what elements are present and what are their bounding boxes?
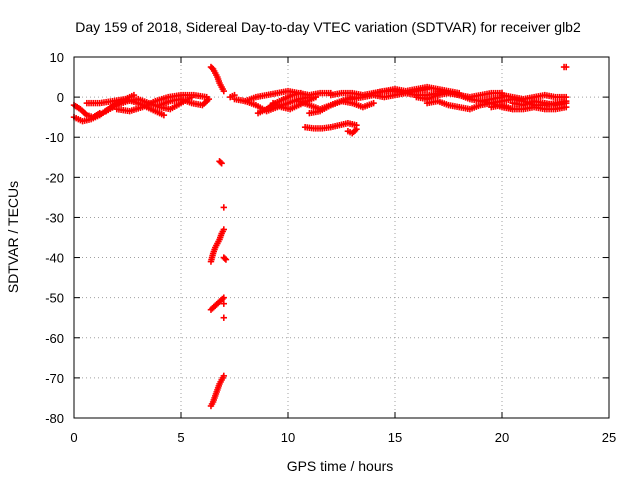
y-tick-label: -10 <box>45 130 64 145</box>
data-point <box>370 99 377 107</box>
data-point <box>563 63 570 71</box>
data-points <box>70 63 570 410</box>
x-tick-label: 10 <box>281 430 295 445</box>
y-tick-label: -30 <box>45 210 64 225</box>
x-tick-label: 5 <box>177 430 184 445</box>
data-point <box>312 93 320 101</box>
x-tick-label: 0 <box>70 430 77 445</box>
x-tick-label: 15 <box>388 430 402 445</box>
data-point <box>220 372 227 380</box>
data-point <box>221 255 229 262</box>
y-axis-label: SDTVAR / TECUs <box>5 181 21 293</box>
x-tick-label: 20 <box>495 430 509 445</box>
data-point <box>220 294 227 301</box>
data-point <box>220 300 227 307</box>
data-point <box>220 87 227 95</box>
plot-frame <box>73 56 610 419</box>
x-tick-label: 25 <box>602 430 616 445</box>
gridlines <box>74 57 609 418</box>
y-tick-label: 0 <box>57 90 64 105</box>
data-point <box>218 160 225 167</box>
data-point <box>563 99 570 107</box>
y-tick-label: 10 <box>50 50 64 65</box>
x-axis: 0 5 10 15 20 25 <box>70 57 616 445</box>
y-tick-label: -20 <box>45 170 64 185</box>
data-point <box>205 95 213 103</box>
data-point <box>220 314 227 321</box>
data-point <box>563 93 570 101</box>
y-tick-label: -50 <box>45 291 64 306</box>
y-tick-label: -60 <box>45 331 64 346</box>
data-point <box>220 204 227 211</box>
data-point <box>217 159 224 166</box>
y-axis: 10 0 -10 -20 -30 -40 -50 -60 -70 -80 <box>45 50 609 426</box>
data-point <box>220 226 227 233</box>
data-point <box>222 256 230 263</box>
data-point <box>160 111 168 119</box>
data-point <box>297 89 305 97</box>
y-tick-label: -40 <box>45 251 64 266</box>
x-axis-label: GPS time / hours <box>287 458 394 474</box>
y-tick-label: -80 <box>45 411 64 426</box>
y-tick-label: -70 <box>45 371 64 386</box>
chart-title: Day 159 of 2018, Sidereal Day-to-day VTE… <box>75 19 581 35</box>
data-point <box>353 126 360 133</box>
